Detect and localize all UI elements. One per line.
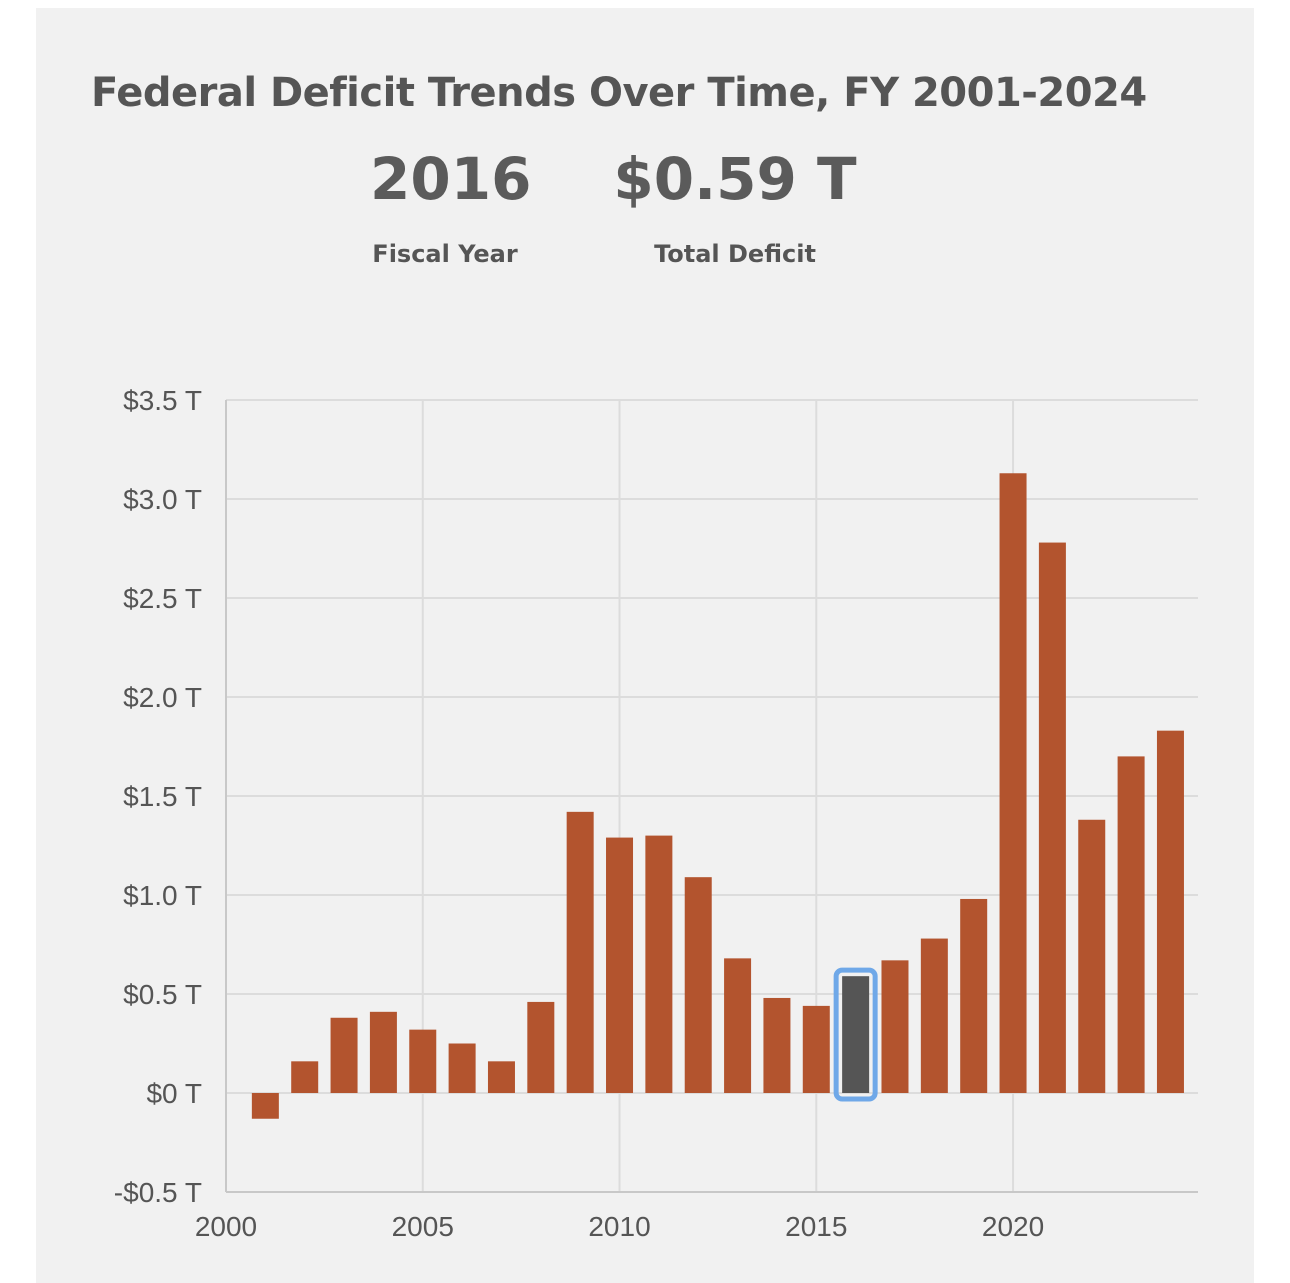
- y-tick-label: $2.5 T: [123, 583, 202, 614]
- y-tick-label: $0 T: [146, 1078, 202, 1109]
- x-tick-label: 2005: [392, 1211, 454, 1242]
- y-tick-label: $0.5 T: [123, 979, 202, 1010]
- x-tick-label: 2010: [588, 1211, 650, 1242]
- y-tick-label: -$0.5 T: [114, 1177, 202, 1208]
- bar-2002[interactable]: [291, 1061, 319, 1093]
- y-tick-label: $3.0 T: [123, 484, 202, 515]
- bar-2010[interactable]: [606, 837, 634, 1093]
- bar-2016[interactable]: [842, 976, 870, 1093]
- bar-2021[interactable]: [1038, 542, 1066, 1093]
- bar-2020[interactable]: [999, 473, 1027, 1093]
- bar-2004[interactable]: [369, 1011, 397, 1093]
- x-tick-label: 2020: [982, 1211, 1044, 1242]
- bar-2006[interactable]: [448, 1043, 476, 1094]
- bar-2009[interactable]: [566, 811, 594, 1093]
- bar-2008[interactable]: [527, 1001, 555, 1093]
- bar-2023[interactable]: [1117, 756, 1145, 1093]
- bar-2019[interactable]: [960, 898, 988, 1093]
- chart-title: Federal Deficit Trends Over Time, FY 200…: [91, 70, 1147, 116]
- selected-year-label: Fiscal Year: [372, 240, 518, 268]
- y-tick-label: $2.0 T: [123, 682, 202, 713]
- bar-2015[interactable]: [802, 1005, 830, 1093]
- x-tick-label: 2000: [195, 1211, 257, 1242]
- bar-2013[interactable]: [724, 958, 752, 1093]
- y-tick-label: $3.5 T: [123, 385, 202, 416]
- bar-2012[interactable]: [684, 877, 712, 1093]
- selected-year-value: 2016: [370, 145, 532, 213]
- bar-2024[interactable]: [1156, 730, 1184, 1093]
- x-tick-label: 2015: [785, 1211, 847, 1242]
- y-tick-label: $1.5 T: [123, 781, 202, 812]
- bar-2011[interactable]: [645, 835, 673, 1093]
- y-tick-label: $1.0 T: [123, 880, 202, 911]
- bar-2022[interactable]: [1078, 819, 1106, 1093]
- bar-2007[interactable]: [487, 1061, 515, 1093]
- selected-deficit-value: $0.59 T: [613, 145, 857, 213]
- bar-2014[interactable]: [763, 997, 791, 1093]
- bar-2001[interactable]: [251, 1093, 279, 1119]
- bar-2003[interactable]: [330, 1017, 358, 1093]
- bar-2005[interactable]: [409, 1029, 437, 1093]
- bar-2017[interactable]: [881, 960, 909, 1093]
- highlight-outline: [833, 967, 878, 1102]
- selected-deficit-label: Total Deficit: [654, 240, 816, 268]
- bar-2018[interactable]: [920, 938, 948, 1093]
